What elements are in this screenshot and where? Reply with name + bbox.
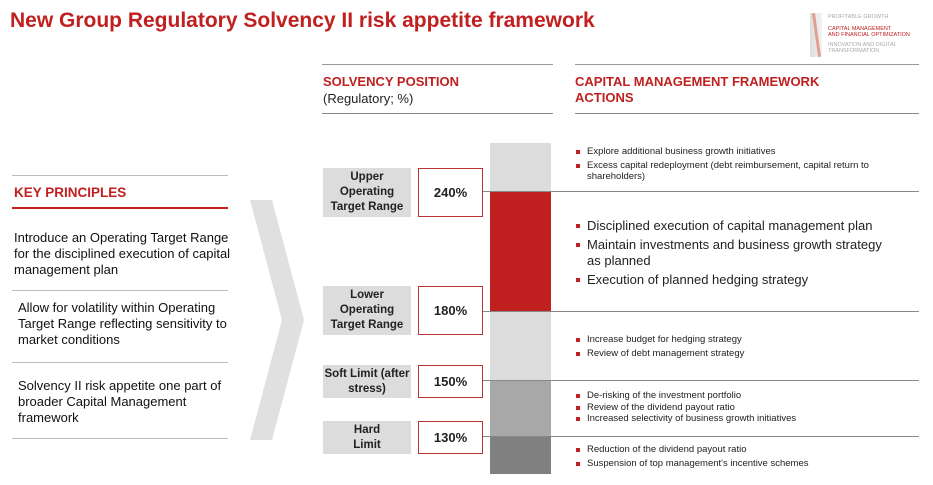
threshold-line [483, 191, 919, 192]
threshold-line [483, 311, 919, 312]
divider [575, 113, 919, 114]
key-principle: Introduce an Operating Target Range for … [14, 230, 231, 277]
logo-line-3: INNOVATION AND DIGITAL TRANSFORMATION [828, 42, 897, 54]
divider [12, 290, 228, 291]
zone-below-target [490, 311, 551, 380]
threshold-label: Lower Operating Target Range [323, 286, 411, 335]
action-item: Excess capital redeployment (debt reimbu… [574, 160, 874, 183]
chevron-arrow-icon [250, 200, 304, 440]
threshold-line [483, 380, 919, 381]
key-principles-header: KEY PRINCIPLES [14, 185, 127, 200]
action-item: Execution of planned hedging strategy [574, 272, 894, 288]
action-item: Increase budget for hedging strategy [574, 334, 894, 346]
zone-above-target [490, 143, 551, 191]
action-item: Suspension of top management's incentive… [574, 458, 894, 470]
key-principle: Allow for volatility within Operating Ta… [18, 300, 227, 347]
action-item: Explore additional business growth initi… [574, 146, 874, 158]
logo: PROFITABLE GROWTH CAPITAL MANAGEMENT AND… [808, 11, 926, 59]
page-title: New Group Regulatory Solvency II risk ap… [10, 9, 595, 32]
threshold-value: 130% [418, 421, 483, 454]
actions-header: CAPITAL MANAGEMENT FRAMEWORK ACTIONS [575, 74, 820, 105]
threshold-line [483, 436, 919, 437]
action-item: Reduction of the dividend payout ratio [574, 444, 894, 456]
divider [12, 175, 228, 176]
zone-soft-limit [490, 380, 551, 436]
divider [575, 64, 919, 65]
logo-line-2: CAPITAL MANAGEMENT AND FINANCIAL OPTIMIZ… [828, 26, 910, 38]
threshold-value: 150% [418, 365, 483, 398]
divider [12, 207, 228, 209]
solvency-subheader: (Regulatory; %) [323, 91, 414, 106]
actions-list-target: Disciplined execution of capital managem… [574, 218, 894, 291]
divider [322, 113, 553, 114]
actions-list-hard-limit: Reduction of the dividend payout ratio S… [574, 444, 894, 471]
divider [12, 438, 228, 439]
key-principle: Solvency II risk appetite one part of br… [18, 378, 222, 425]
action-item: Maintain investments and business growth… [574, 237, 894, 269]
zone-hard-limit [490, 436, 551, 474]
threshold-value: 240% [418, 168, 483, 217]
action-item: Increased selectivity of business growth… [574, 413, 894, 425]
actions-list-above: Explore additional business growth initi… [574, 146, 874, 185]
zone-target-range [490, 191, 551, 311]
actions-list-soft-limit: De-risking of the investment portfolio R… [574, 390, 894, 425]
action-item: Review of the dividend payout ratio [574, 402, 894, 414]
solvency-header: SOLVENCY POSITION [323, 74, 460, 89]
threshold-value: 180% [418, 286, 483, 335]
divider [12, 362, 228, 363]
action-item: Review of debt management strategy [574, 348, 894, 360]
divider [322, 64, 553, 65]
logo-line-1: PROFITABLE GROWTH [828, 14, 889, 20]
action-item: De-risking of the investment portfolio [574, 390, 894, 402]
action-item: Disciplined execution of capital managem… [574, 218, 894, 234]
threshold-label: Upper Operating Target Range [323, 168, 411, 217]
threshold-label: Soft Limit (after stress) [323, 365, 411, 398]
threshold-label: Hard Limit [323, 421, 411, 454]
actions-list-below-target: Increase budget for hedging strategy Rev… [574, 334, 894, 361]
